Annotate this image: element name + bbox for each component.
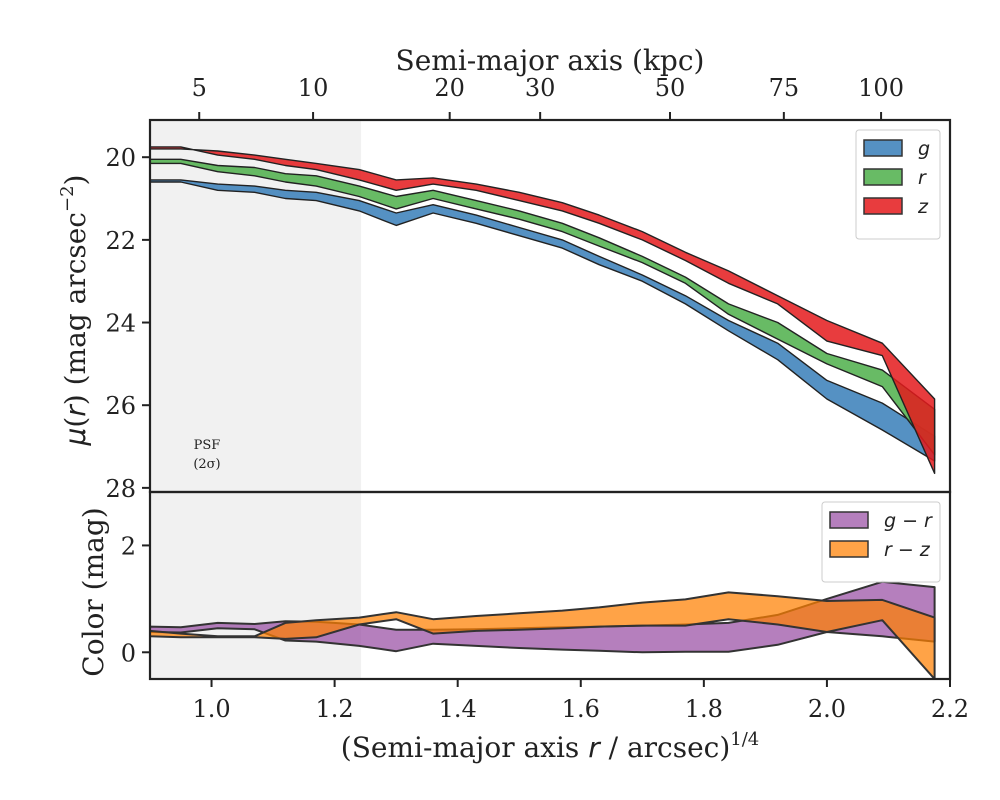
x-tick-label: 1.6 xyxy=(562,695,600,723)
x-tick-label: 2.2 xyxy=(931,695,969,723)
legend-swatch xyxy=(829,540,869,558)
y-tick-label: 20 xyxy=(105,144,136,172)
color-y-tick-label: 2 xyxy=(121,532,136,560)
psf-region xyxy=(150,120,362,679)
color-y-tick-label: 0 xyxy=(121,639,136,667)
band-z xyxy=(150,146,936,475)
legend-label: r xyxy=(918,167,927,189)
bottom-y-axis-title: Color (mag) xyxy=(77,507,110,676)
bottom-x-axis-title: (Semi-major axis r / arcsec)1/4 xyxy=(341,729,759,764)
legend-label: z xyxy=(917,196,929,218)
y-tick-label: 22 xyxy=(105,227,136,255)
color-bands xyxy=(150,580,936,679)
legend-swatch xyxy=(829,511,869,529)
x-tick-label: 1.2 xyxy=(316,695,354,723)
x-tick-label: 1.8 xyxy=(685,695,723,723)
legend-label: g − r xyxy=(884,510,933,532)
axis-ticks: 1.0 1.2 1.4 1.6 1.8 2.0 2.25 10 20 30 50 75 10020222… xyxy=(105,74,969,723)
x2-tick-label: 100 xyxy=(858,74,904,102)
x2-tick-label: 5 xyxy=(192,74,207,102)
psf-label: PSF xyxy=(194,438,221,453)
x2-tick-label: 75 xyxy=(769,74,800,102)
x-tick-label: 1.0 xyxy=(192,695,230,723)
band-rz xyxy=(150,591,936,679)
legend-top: grz xyxy=(855,129,941,240)
surface-brightness-bands xyxy=(150,146,936,475)
bottom-panel-frame xyxy=(148,490,952,681)
legend-swatch xyxy=(863,168,903,186)
top-y-axis-title: μ(r) (mag arcsec−2) xyxy=(57,175,92,447)
y-tick-label: 28 xyxy=(105,475,136,503)
legend-swatch xyxy=(863,197,903,215)
psf-sigma-label: (2σ) xyxy=(193,457,220,472)
legend-label: r − z xyxy=(884,539,931,561)
x2-tick-label: 10 xyxy=(298,74,329,102)
legend-swatch xyxy=(863,139,903,157)
y-tick-label: 24 xyxy=(105,310,136,338)
x-tick-label: 1.4 xyxy=(439,695,477,723)
x-tick-label: 2.0 xyxy=(808,695,846,723)
x2-tick-label: 20 xyxy=(434,74,465,102)
y-tick-label: 26 xyxy=(105,392,136,420)
legend-label: g xyxy=(918,138,930,160)
x2-tick-label: 50 xyxy=(655,74,686,102)
x2-tick-label: 30 xyxy=(525,74,556,102)
legend-bottom: g − r r − z xyxy=(821,501,941,583)
top-x-axis-title: Semi-major axis (kpc) xyxy=(396,44,705,77)
